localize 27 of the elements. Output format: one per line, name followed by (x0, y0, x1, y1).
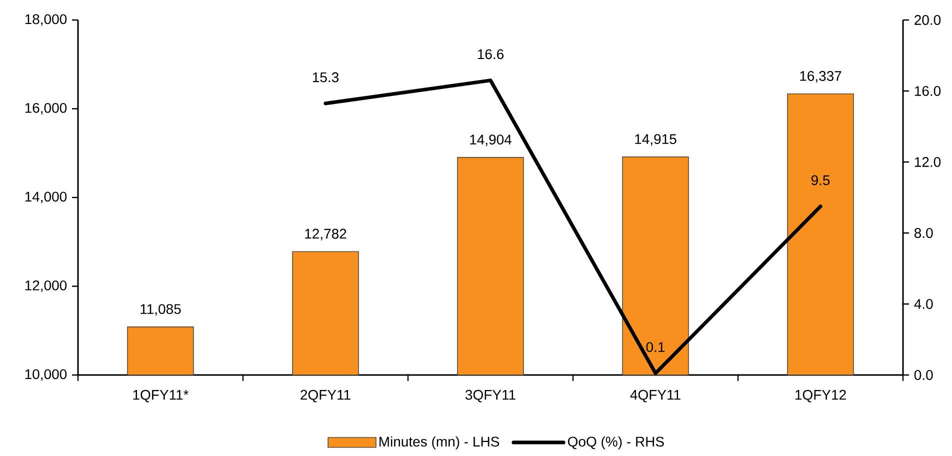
data-label: 14,904 (470, 134, 512, 146)
y-tick-label: 10,000 (25, 369, 67, 381)
y2-tick-label: 4.0 (914, 299, 933, 309)
legend-label: QoQ (%) - RHS (568, 436, 664, 450)
y2-tick-label: 16.0 (914, 86, 941, 96)
x-tick-label: 3QFY11 (465, 390, 516, 402)
x-tick-label: 2QFY11 (300, 390, 350, 402)
legend-label: Minutes (mn) - LHS (380, 436, 500, 450)
data-label: 12,782 (305, 228, 346, 240)
x-tick-label: 4QFY11 (630, 390, 680, 402)
y2-tick-label: 0.0 (914, 370, 933, 380)
data-label: 15.3 (312, 72, 339, 82)
data-label: 11,085 (140, 304, 181, 316)
y-tick-label: 14,000 (25, 192, 67, 204)
x-tick-label: 1QFY11* (133, 390, 189, 402)
data-label: 14,915 (635, 134, 676, 146)
y2-tick-label: 8.0 (914, 228, 933, 238)
data-label: 0.1 (646, 342, 665, 352)
y-tick-label: 16,000 (25, 102, 67, 115)
y-tick-label: 12,000 (25, 280, 67, 292)
y-tick-label: 18,000 (25, 14, 67, 26)
data-label: 16.6 (478, 49, 504, 60)
data-label: 16,337 (800, 71, 842, 83)
data-label: 9.5 (811, 175, 830, 186)
x-tick-label: 1QFY12 (795, 390, 846, 402)
y2-tick-label: 12.0 (914, 157, 941, 167)
y2-tick-label: 20.0 (914, 15, 941, 25)
